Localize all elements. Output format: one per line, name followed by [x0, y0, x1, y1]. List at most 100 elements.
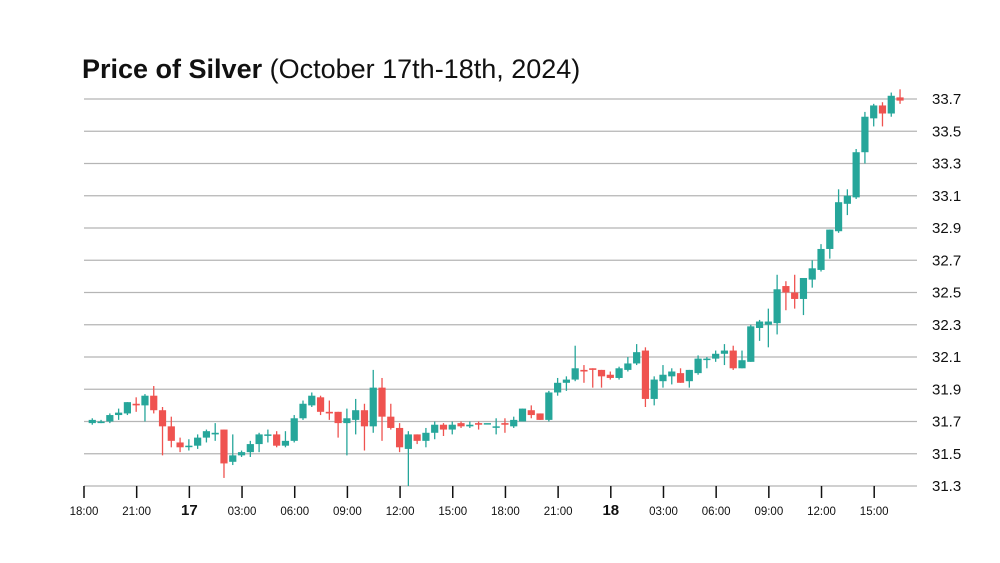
candle-body: [422, 432, 430, 441]
candle-body: [720, 350, 729, 354]
candle: [413, 434, 421, 445]
candle: [633, 344, 641, 366]
candle-body: [237, 452, 246, 456]
x-tick-label: 09:00: [754, 506, 783, 518]
candle-body: [475, 423, 483, 425]
candle: [448, 421, 456, 435]
candle-body: [791, 292, 799, 299]
candle: [799, 277, 808, 316]
candle: [299, 400, 307, 420]
candle: [685, 369, 693, 388]
candle: [475, 421, 483, 430]
candle-body: [712, 353, 720, 359]
candle-body: [167, 426, 175, 441]
candle-body: [325, 411, 333, 414]
y-tick-label: 32.3: [932, 317, 961, 334]
candle-body: [97, 421, 105, 424]
candle-body: [518, 408, 527, 422]
candle: [817, 244, 825, 272]
candle: [115, 408, 123, 420]
candle-body: [887, 95, 895, 114]
candle-body: [738, 360, 746, 369]
candle: [176, 437, 184, 453]
candle-body: [492, 426, 500, 428]
y-tick-label: 33.1: [932, 188, 961, 205]
candle-body: [246, 444, 254, 453]
candle: [132, 397, 140, 412]
candle-body: [870, 105, 878, 119]
candle: [641, 347, 650, 407]
candle: [597, 369, 606, 388]
candle-body: [88, 419, 96, 424]
candle: [878, 102, 887, 127]
candle: [703, 357, 711, 369]
candle: [668, 368, 676, 385]
candle: [202, 429, 211, 443]
candle: [97, 419, 105, 424]
x-tick-label: 18:00: [491, 506, 520, 518]
x-tick-label: 18: [602, 502, 619, 519]
x-tick-label: 03:00: [228, 506, 257, 518]
candle-body: [211, 432, 219, 435]
candle-body: [861, 116, 869, 153]
candle: [834, 189, 843, 233]
candle: [334, 411, 342, 438]
candle-body: [755, 321, 764, 328]
candle-body: [545, 392, 553, 420]
candle: [325, 400, 333, 420]
candles: [88, 89, 904, 486]
candle-body: [106, 415, 114, 422]
x-tick-label: 09:00: [333, 506, 362, 518]
candle: [764, 308, 772, 348]
candle: [185, 439, 193, 451]
x-tick-label: 17: [181, 502, 198, 519]
chart-title: Price of Silver (October 17th-18th, 2024…: [82, 54, 580, 85]
candle-body: [826, 229, 834, 249]
candle: [720, 344, 729, 366]
candle: [554, 377, 562, 396]
y-tick-label: 33.3: [932, 156, 961, 173]
candle-body: [606, 374, 614, 378]
candle-body: [843, 195, 851, 204]
candle-body: [281, 440, 290, 446]
candle: [527, 405, 535, 419]
y-tick-label: 31.5: [932, 446, 961, 463]
candle-body: [615, 368, 623, 378]
candle-body: [457, 423, 465, 427]
candle-body: [536, 413, 544, 420]
candle: [141, 394, 149, 422]
candle: [158, 406, 167, 456]
candle: [694, 355, 702, 375]
candle-body: [580, 369, 588, 372]
candle: [712, 350, 720, 362]
candle-body: [852, 152, 860, 198]
candle: [580, 365, 588, 383]
y-tick-label: 31.7: [932, 414, 961, 431]
y-axis-labels: 31.3 31.5 31.7 31.9 32.1 32.3 32.5 32.7 32.9 33.1…: [932, 91, 961, 495]
candle: [826, 229, 834, 259]
candle-body: [132, 403, 140, 406]
candle-body: [747, 326, 755, 362]
candle-body: [483, 423, 491, 425]
candle: [852, 148, 860, 199]
candle: [255, 432, 263, 453]
candle-body: [527, 410, 535, 416]
candle-body: [229, 455, 237, 462]
candle-body: [123, 402, 131, 414]
candle-body: [466, 424, 474, 427]
candle: [316, 395, 325, 416]
candle: [264, 429, 272, 443]
candle: [492, 418, 500, 435]
y-tick-label: 32.5: [932, 285, 961, 302]
candle: [150, 386, 158, 414]
y-tick-label: 33.7: [932, 91, 961, 108]
candle: [404, 431, 412, 486]
candle: [518, 408, 527, 422]
candle: [747, 324, 755, 362]
candle: [352, 398, 360, 435]
candle: [387, 403, 395, 430]
candle-body: [668, 371, 676, 377]
candle-body: [255, 434, 263, 445]
candle-body: [290, 418, 298, 441]
